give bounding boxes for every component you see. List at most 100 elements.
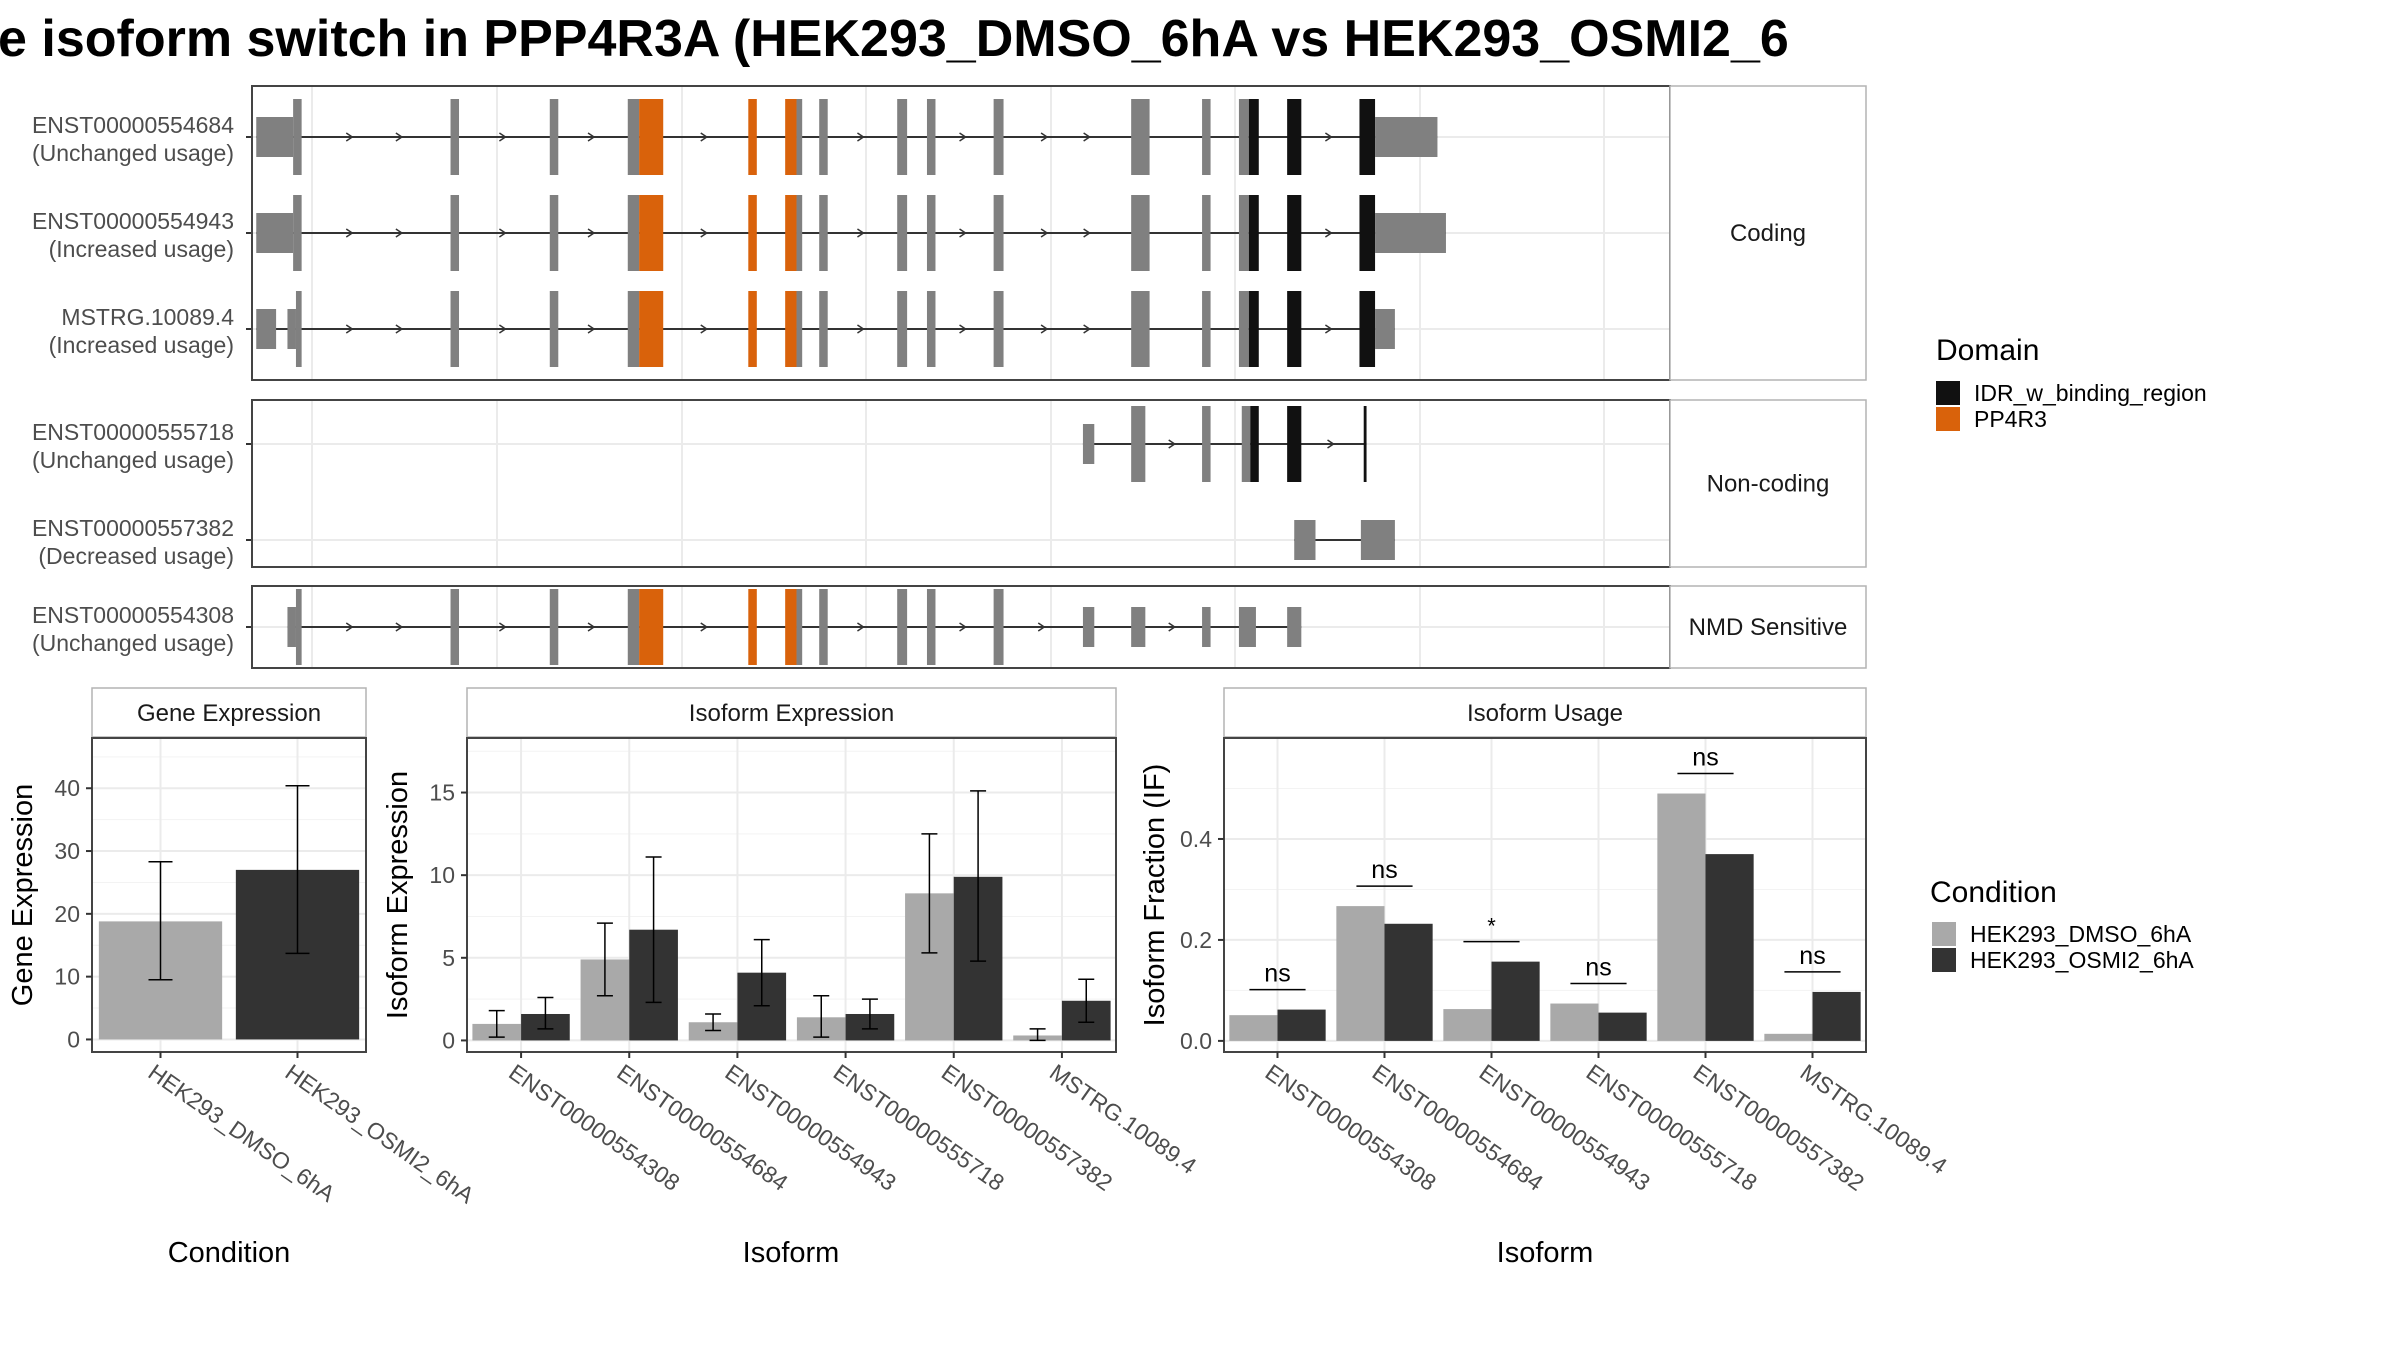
cds-exon	[1202, 99, 1211, 175]
bar-HEK293_DMSO_6hA-ENST00000554684	[1336, 906, 1385, 1041]
utr-exon	[256, 309, 277, 349]
cds-exon	[1131, 99, 1150, 175]
significance-label: ns	[1264, 960, 1290, 988]
condition-legend-swatch	[1932, 948, 1956, 972]
cds-exon	[293, 195, 302, 271]
intron-arrow-icon	[587, 324, 596, 334]
cds-exon	[1131, 195, 1150, 271]
y-tick-label: 40	[54, 775, 80, 801]
cds-exon	[549, 99, 559, 175]
cds-exon	[897, 99, 908, 175]
cds-exon	[549, 195, 559, 271]
domain-exon-idr	[1287, 99, 1302, 175]
condition-legend-title: Condition	[1930, 876, 2057, 909]
cds-exon	[993, 291, 1004, 367]
y-tick-label: 5	[442, 945, 455, 971]
domain-exon-idr	[1248, 291, 1259, 367]
facet-strip-label: Coding	[1730, 220, 1806, 247]
facet-strip	[1669, 85, 1867, 381]
intron-arrow-icon	[1324, 324, 1333, 334]
condition-legend-label: HEK293_OSMI2_6hA	[1970, 947, 2194, 973]
domain-exon-pp4r3	[785, 589, 797, 665]
facet-strip-label: Gene Expression	[137, 700, 321, 727]
x-tick-label: ENST00000554684	[1368, 1059, 1549, 1196]
domain-legend-swatch	[1936, 407, 1960, 431]
domain-exon-pp4r3	[785, 291, 797, 367]
x-axis-title: Condition	[168, 1237, 291, 1269]
bar-HEK293_DMSO_6hA-MSTRG.10089.4	[1764, 1033, 1813, 1041]
intron-arrow-icon	[395, 132, 404, 142]
facet-strip	[1669, 585, 1867, 669]
significance-label: ns	[1692, 744, 1718, 772]
transcript-usage-label: (Unchanged usage)	[32, 447, 234, 473]
cds-exon	[1131, 291, 1150, 367]
domain-exon-idr	[1287, 406, 1302, 482]
significance-label: ns	[1371, 856, 1397, 884]
cds-exon	[897, 291, 908, 367]
transcript-id-label: ENST00000554308	[32, 602, 234, 628]
y-tick-label: 0	[67, 1026, 80, 1052]
significance-label: ns	[1585, 954, 1611, 982]
panel-background	[467, 738, 1116, 1052]
transcript-MSTRG.10089.4: MSTRG.10089.4(Increased usage)	[49, 291, 1395, 367]
utr-exon	[256, 213, 294, 253]
intron-arrow-icon	[1324, 132, 1333, 142]
intron-arrow-icon	[1083, 324, 1091, 334]
cds-exon	[796, 291, 803, 367]
transcript-usage-label: (Increased usage)	[49, 236, 234, 262]
domain-legend-label: PP4R3	[1974, 406, 2047, 432]
panel-border	[1223, 737, 1867, 1053]
intron-arrow-icon	[857, 622, 865, 632]
cds-exon	[295, 291, 302, 367]
y-tick-label: 0.4	[1180, 826, 1212, 852]
transcript-panel-nmd-sensitive: ENST00000554308(Unchanged usage) NMD Sens…	[32, 585, 1867, 669]
domain-legend-swatch	[1936, 381, 1960, 405]
bar-HEK293_DMSO_6hA-ENST00000557382	[1657, 793, 1706, 1041]
intron-arrow-icon	[857, 132, 865, 142]
y-axis-title: Isoform Expression	[382, 771, 414, 1019]
intron-arrow-icon	[1168, 622, 1177, 632]
x-tick-label: ENST00000555718	[1582, 1059, 1762, 1196]
cds-exon	[819, 291, 828, 367]
intron-arrow-icon	[959, 132, 967, 142]
transcript-usage-label: (Unchanged usage)	[32, 140, 234, 166]
utr-exon	[1131, 607, 1146, 647]
transcript-id-label: MSTRG.10089.4	[61, 304, 234, 330]
domain-exon-pp4r3	[748, 195, 757, 271]
domain-exon-pp4r3	[748, 589, 757, 665]
intron-arrow-icon	[700, 132, 709, 142]
isoform-expression-chart: Isoform Expression 0 5 10 15 Isoform Expressi…	[382, 687, 1202, 1269]
intron-arrow-icon	[395, 228, 404, 238]
intron-arrow-icon	[587, 622, 596, 632]
intron-arrow-icon	[1168, 439, 1177, 449]
intron-arrow-icon	[345, 622, 354, 632]
intron-arrow-icon	[700, 228, 709, 238]
x-tick-label: ENST00000554308	[1261, 1059, 1441, 1196]
intron-arrow-icon	[1040, 132, 1049, 142]
y-tick-label: 0.2	[1180, 927, 1212, 953]
cds-exon	[993, 195, 1004, 271]
domain-exon-pp4r3	[639, 99, 664, 175]
transcript-usage-label: (Unchanged usage)	[32, 630, 234, 656]
cds-exon	[1241, 406, 1251, 482]
utr-exon	[1375, 309, 1395, 349]
intron-arrow-icon	[395, 324, 404, 334]
facet-strip	[466, 687, 1117, 738]
cds-exon	[897, 195, 908, 271]
intron-arrow-icon	[345, 228, 354, 238]
domain-exon-idr	[1287, 195, 1302, 271]
condition-legend-label: HEK293_DMSO_6hA	[1970, 921, 2192, 947]
cds-exon	[450, 589, 460, 665]
utr-exon	[1238, 607, 1256, 647]
intron-arrow-icon	[345, 324, 354, 334]
intron-arrow-icon	[959, 622, 967, 632]
cds-exon	[819, 195, 828, 271]
bar-HEK293_OSMI2_6hA-ENST00000557382	[1705, 854, 1754, 1041]
y-axis-title: Isoform Fraction (IF)	[1139, 764, 1171, 1027]
intron-arrow-icon	[959, 228, 967, 238]
domain-exon-pp4r3	[785, 195, 797, 271]
bar-HEK293_DMSO_6hA-ENST00000554943	[688, 1022, 738, 1041]
utr-exon	[1375, 213, 1446, 253]
domain-legend-label: IDR_w_binding_region	[1974, 380, 2207, 406]
